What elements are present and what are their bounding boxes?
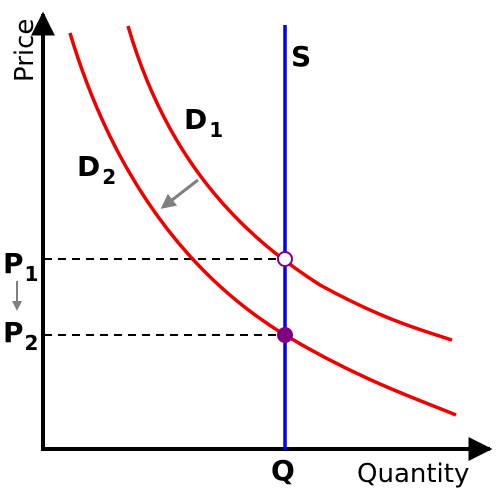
demand-shift-arrow-icon — [160, 178, 199, 209]
quantity-label: Q — [271, 454, 295, 487]
y-axis-label: Price — [10, 19, 40, 82]
x-axis-label: Quantity — [357, 459, 469, 489]
demand-curve-d1 — [126, 25, 453, 342]
demand-curve-d2 — [68, 32, 457, 417]
price-1-label: P1 — [3, 247, 38, 286]
price-2-label: P2 — [3, 316, 38, 355]
equilibrium-point-1 — [277, 251, 293, 267]
equilibrium-point-2 — [277, 327, 293, 343]
supply-label: S — [291, 40, 311, 73]
